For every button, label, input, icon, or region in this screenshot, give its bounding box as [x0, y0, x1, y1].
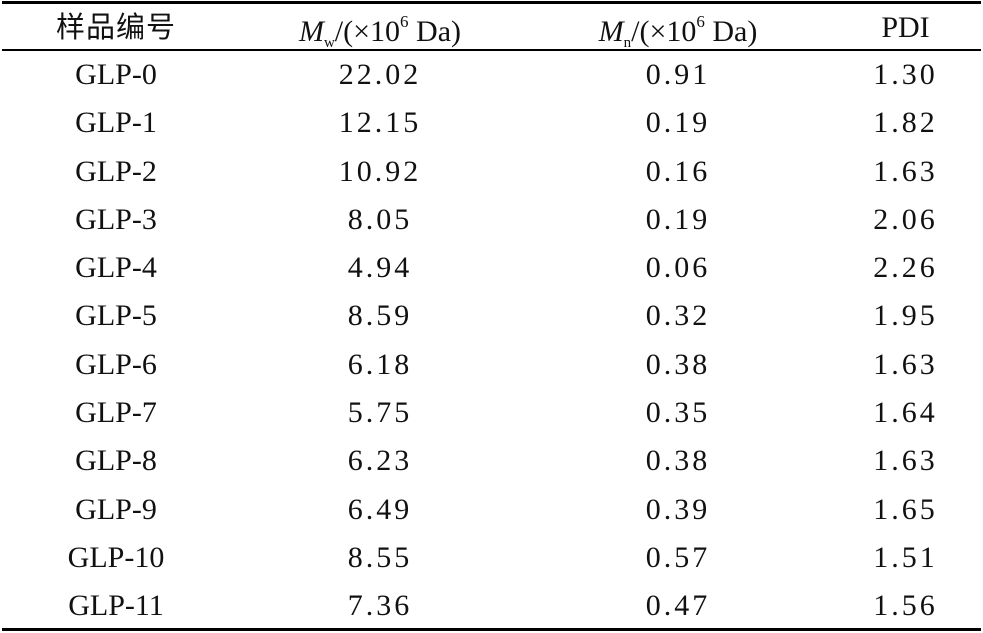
table-row: GLP-9 6.49 0.39 1.65 [0, 486, 983, 534]
cell-sample: GLP-9 [75, 492, 157, 526]
header-mw-subscript: w [323, 35, 335, 51]
header-mn: Mn/(×106 Da) [528, 13, 828, 51]
cell-mn: 0.35 [645, 396, 711, 430]
cell-mn: 0.19 [645, 202, 711, 236]
table-row: GLP-7 5.75 0.35 1.64 [0, 389, 983, 437]
cell-mn: 0.47 [645, 589, 711, 623]
cell-pdi: 1.63 [873, 444, 938, 478]
cell-mw: 7.36 [347, 589, 413, 623]
cell-sample: GLP-5 [75, 299, 157, 333]
cell-sample: GLP-1 [75, 106, 157, 140]
cell-mw: 5.75 [347, 396, 413, 430]
cell-pdi: 1.30 [873, 58, 938, 91]
header-mw: Mw/(×106 Da) [232, 13, 528, 51]
header-mn-symbol: M [598, 15, 624, 48]
cell-mn: 0.06 [645, 251, 711, 285]
cell-pdi: 1.56 [873, 589, 938, 623]
cell-mn: 0.32 [645, 299, 711, 333]
cell-mw: 12.15 [338, 106, 422, 140]
cell-mw: 6.49 [347, 492, 413, 526]
cell-pdi: 1.65 [873, 492, 938, 526]
table-top-rule [2, 1, 981, 4]
cell-mw: 6.18 [347, 347, 413, 381]
table-row: GLP-2 10.92 0.16 1.63 [0, 148, 983, 196]
cell-mn: 0.38 [645, 444, 711, 478]
cell-mn: 0.16 [645, 154, 711, 188]
table-row: GLP-5 8.59 0.32 1.95 [0, 292, 983, 340]
cell-pdi: 1.95 [873, 299, 938, 333]
table-header-row: 样品编号 Mw/(×106 Da) Mn/(×106 Da) PDI [0, 4, 983, 51]
header-mn-subscript: n [623, 35, 632, 51]
table-row: GLP-1 12.15 0.19 1.82 [0, 99, 983, 147]
table-header-rule [2, 49, 981, 51]
cell-pdi: 2.06 [873, 202, 938, 236]
table-row: GLP-8 6.23 0.38 1.63 [0, 437, 983, 485]
table-row: GLP-10 8.55 0.57 1.51 [0, 534, 983, 582]
header-mw-exponent: 6 [400, 12, 409, 31]
cell-pdi: 1.64 [873, 396, 938, 430]
header-mw-unit-suffix: Da) [408, 15, 462, 48]
cell-mn: 0.38 [645, 347, 711, 381]
header-mn-unit-prefix: /(×10 [631, 15, 697, 48]
header-sample-id: 样品编号 [55, 10, 176, 44]
cell-sample: GLP-3 [75, 202, 157, 236]
cell-mn: 0.39 [645, 492, 711, 526]
cell-sample: GLP-6 [75, 347, 157, 381]
table-row: GLP-4 4.94 0.06 2.26 [0, 244, 983, 292]
cell-sample: GLP-7 [75, 396, 157, 430]
cell-mn: 0.19 [645, 106, 711, 140]
cell-sample: GLP-11 [68, 589, 164, 623]
cell-mw: 8.59 [347, 299, 413, 333]
cell-pdi: 1.51 [873, 540, 938, 574]
cell-mn: 0.57 [645, 540, 711, 574]
cell-pdi: 1.82 [873, 106, 938, 140]
table-row: GLP-6 6.18 0.38 1.63 [0, 341, 983, 389]
cell-pdi: 1.63 [873, 154, 938, 188]
cell-sample: GLP-2 [75, 154, 157, 188]
cell-sample: GLP-10 [67, 540, 165, 574]
cell-mw: 8.55 [347, 540, 413, 574]
cell-mn: 0.91 [645, 58, 711, 91]
header-mn-unit-suffix: Da) [704, 15, 758, 48]
header-mw-unit-prefix: /(×10 [334, 15, 401, 48]
header-pdi: PDI [881, 11, 930, 44]
cell-mw: 8.05 [347, 202, 413, 236]
cell-sample: GLP-0 [75, 58, 157, 91]
cell-sample: GLP-8 [75, 444, 157, 478]
cell-sample: GLP-4 [75, 251, 157, 285]
cell-mw: 10.92 [338, 154, 422, 188]
cell-mw: 4.94 [347, 251, 413, 285]
table-row: GLP-3 8.05 0.19 2.06 [0, 196, 983, 244]
table-row: GLP-11 7.36 0.47 1.56 [0, 582, 983, 630]
cell-mw: 6.23 [347, 444, 413, 478]
cell-pdi: 2.26 [873, 251, 938, 285]
cell-pdi: 1.63 [873, 347, 938, 381]
table-bottom-rule [2, 628, 981, 631]
table-row: GLP-0 22.02 0.91 1.30 [0, 51, 983, 99]
header-mw-symbol: M [298, 15, 324, 48]
cell-mw: 22.02 [338, 58, 422, 91]
table-body: GLP-0 22.02 0.91 1.30 GLP-1 12.15 0.19 1… [0, 51, 983, 628]
header-mn-exponent: 6 [696, 12, 705, 31]
